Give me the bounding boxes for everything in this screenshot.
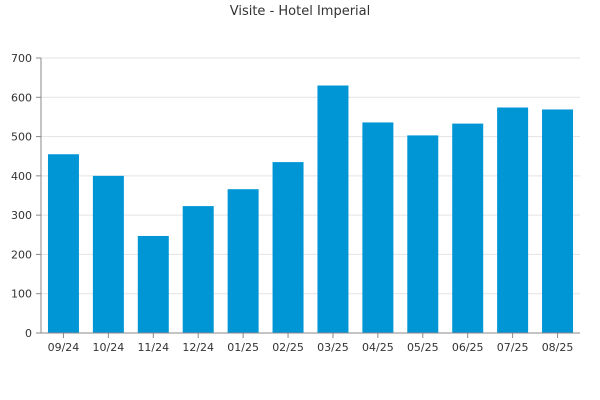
bar-03-25 [317, 85, 349, 333]
x-tick-label: 07/25 [497, 341, 529, 354]
bar-12-24 [182, 206, 214, 333]
y-tick-label: 0 [25, 327, 32, 340]
x-tick-label: 10/24 [93, 341, 125, 354]
chart-title: Visite - Hotel Imperial [229, 4, 371, 19]
x-tick-label: 08/25 [542, 341, 574, 354]
y-tick-label: 500 [11, 131, 32, 144]
y-tick-label: 300 [11, 209, 32, 222]
bar-10-24 [92, 175, 124, 333]
y-tick-label: 200 [11, 248, 32, 261]
bar-04-25 [362, 122, 394, 333]
bar-02-25 [272, 162, 304, 333]
bar-06-25 [452, 123, 484, 333]
y-tick-label: 700 [11, 52, 32, 65]
x-tick-label: 03/25 [317, 341, 349, 354]
x-tick-label: 02/25 [272, 341, 304, 354]
x-tick-label: 01/25 [227, 341, 259, 354]
gridlines [41, 57, 580, 295]
bar-09-24 [47, 154, 79, 333]
tick-labels: 0 100 200 300 400 500 600 700 09/24 10/24 11/24 12/… [11, 52, 573, 354]
x-tick-label: 05/25 [407, 341, 439, 354]
bars [47, 85, 574, 333]
x-tick-label: 04/25 [362, 341, 394, 354]
bar-11-24 [137, 235, 169, 333]
bar-01-25 [227, 189, 259, 333]
y-tick-label: 400 [11, 170, 32, 183]
bar-08-25 [542, 109, 574, 333]
x-tick-label: 06/25 [452, 341, 484, 354]
y-tick-label: 100 [11, 288, 32, 301]
y-tick-label: 600 [11, 91, 32, 104]
x-tick-label: 09/24 [48, 341, 80, 354]
x-tick-label: 11/24 [137, 341, 169, 354]
axes [36, 57, 580, 338]
bar-07-25 [497, 107, 529, 333]
bar-05-25 [407, 135, 439, 333]
x-tick-label: 12/24 [182, 341, 214, 354]
